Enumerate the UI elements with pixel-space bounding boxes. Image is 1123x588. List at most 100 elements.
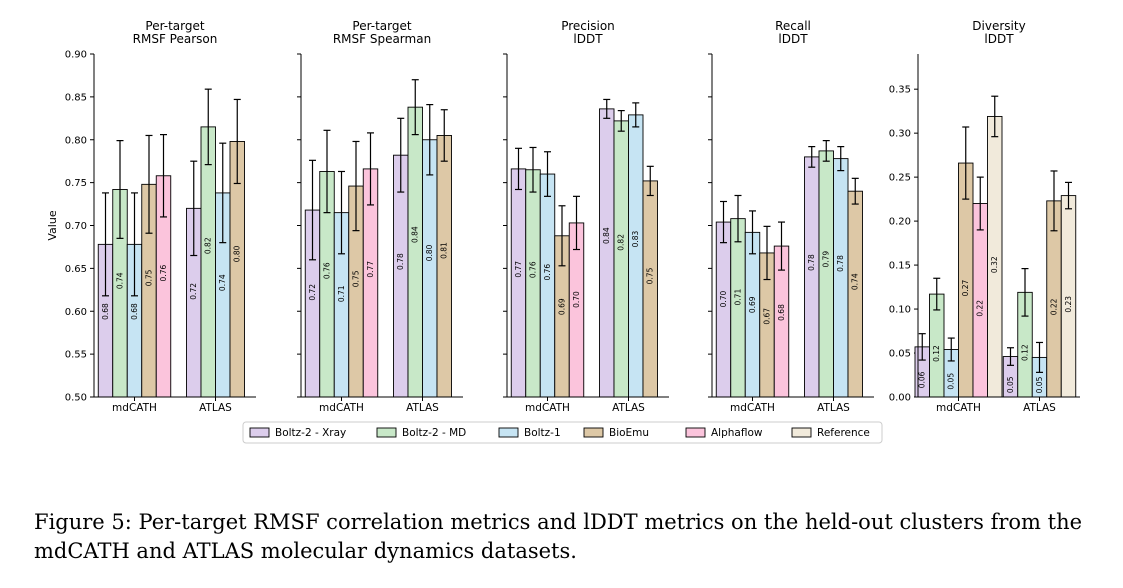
bar-value-label: 0.84	[411, 226, 420, 243]
bar-value-label: 0.72	[308, 284, 317, 301]
bar-atlas-3	[422, 139, 438, 398]
y-axis-label: Value	[46, 210, 59, 240]
bar-atlas-1	[599, 108, 615, 398]
y-tick-label: 0.30	[889, 129, 911, 140]
panel-title: Diversity	[972, 19, 1025, 33]
bar-value-label: 0.76	[323, 262, 332, 279]
bar-value-label: 0.74	[218, 274, 227, 291]
x-tick-label: mdCATH	[319, 402, 364, 414]
y-tick-label: 0.20	[889, 217, 911, 228]
legend-swatch	[791, 427, 812, 438]
bar-value-label: 0.77	[514, 261, 523, 278]
bar-value-label: 0.75	[145, 269, 154, 286]
bar-mdcath-1	[715, 221, 732, 398]
bar-value-label: 0.80	[425, 244, 434, 261]
bar-value-label: 0.76	[159, 265, 168, 282]
y-tick-label: 0.90	[65, 50, 87, 61]
bar-value-label: 0.68	[130, 303, 139, 320]
bar-value-label: 0.81	[440, 242, 449, 259]
bar-value-label: 0.67	[763, 308, 772, 325]
y-tick-label: 0.15	[889, 261, 911, 272]
bar-value-label: 0.76	[529, 261, 538, 278]
bar-value-label: 0.83	[631, 230, 640, 247]
bar-value-label: 0.22	[1050, 298, 1059, 315]
bar-mdcath-3	[539, 173, 556, 398]
legend-swatch	[498, 427, 519, 438]
bar-value-label: 0.32	[990, 256, 999, 273]
x-tick-label: ATLAS	[406, 402, 439, 414]
bar-mdcath-2	[730, 218, 746, 398]
panel-title: lDDT	[778, 32, 808, 46]
bar-value-label: 0.68	[101, 303, 110, 320]
bar-value-label: 0.76	[543, 264, 552, 281]
bar-mdcath-1	[510, 168, 527, 398]
bar-value-label: 0.27	[961, 279, 970, 296]
panel-title: Precision	[561, 19, 615, 33]
bar-atlas-4	[642, 180, 658, 398]
y-tick-label: 0.55	[65, 350, 87, 361]
legend-label: Boltz-1	[524, 427, 561, 439]
legend-label: Alphaflow	[711, 427, 763, 439]
y-tick-label: 0.70	[65, 221, 87, 232]
bar-mdcath-3	[744, 231, 761, 398]
bar-value-label: 0.75	[352, 270, 361, 287]
bar-value-label: 0.69	[748, 296, 757, 313]
bar-value-label: 0.05	[1006, 376, 1015, 393]
bar-atlas-2	[200, 126, 216, 398]
panel-title: lDDT	[984, 32, 1014, 46]
panel-title: Recall	[775, 19, 811, 33]
y-tick-label: 0.50	[65, 393, 87, 404]
y-tick-label: 0.75	[65, 178, 87, 189]
bar-value-label: 0.70	[719, 290, 728, 307]
bar-value-label: 0.82	[617, 234, 626, 251]
bar-value-label: 0.80	[233, 245, 242, 262]
bar-value-label: 0.70	[572, 291, 581, 308]
bar-value-label: 0.77	[366, 261, 375, 278]
x-tick-label: mdCATH	[525, 402, 570, 414]
legend-label: BioEmu	[609, 427, 649, 439]
panel-title: Per-target	[352, 19, 411, 33]
bar-value-label: 0.05	[947, 373, 956, 390]
legend-label: Boltz-2 - Xray	[275, 427, 346, 439]
bar-value-label: 0.74	[116, 272, 125, 289]
figure-5-chart: Per-target RMSF Pearson 0.50 0.55 0.60 0.65 0.…	[46, 19, 1080, 444]
x-tick-label: ATLAS	[199, 402, 232, 414]
x-tick-label: ATLAS	[817, 402, 850, 414]
x-tick-label: mdCATH	[112, 402, 157, 414]
y-tick-label: 0.85	[65, 92, 87, 103]
panel-title: RMSF Spearman	[333, 32, 431, 46]
bar-value-label: 0.75	[646, 267, 655, 284]
y-tick-label: 0.10	[889, 305, 911, 316]
bar-value-label: 0.84	[602, 227, 611, 244]
bar-value-label: 0.12	[932, 345, 941, 362]
bar-atlas-4	[436, 135, 452, 398]
x-tick-label: mdCATH	[936, 402, 981, 414]
x-tick-label: ATLAS	[612, 402, 645, 414]
panel-title: RMSF Pearson	[133, 32, 218, 46]
bar-value-label: 0.71	[337, 285, 346, 302]
y-tick-label: 0.65	[65, 264, 87, 275]
legend-swatch	[376, 427, 397, 438]
bar-value-label: 0.82	[204, 237, 213, 254]
bar-value-label: 0.12	[1021, 344, 1030, 361]
y-tick-label: 0.60	[65, 307, 87, 318]
y-tick-label: 0.35	[889, 85, 911, 96]
bar-atlas-2	[818, 150, 834, 398]
panel-title: lDDT	[573, 32, 603, 46]
legend-swatch	[685, 427, 706, 438]
legend: Boltz-2 - Xray Boltz-2 - MD Boltz-1 BioEmu A…	[242, 421, 883, 444]
bar-value-label: 0.68	[777, 304, 786, 321]
bar-value-label: 0.78	[836, 255, 845, 272]
legend-box	[242, 421, 883, 444]
legend-label: Reference	[817, 427, 870, 439]
bar-atlas-2	[613, 120, 629, 398]
bar-atlas-2	[407, 106, 423, 398]
y-tick-label: 0.05	[889, 349, 911, 360]
bar-mdcath-2	[525, 169, 541, 398]
y-tick-label: 0.80	[65, 135, 87, 146]
